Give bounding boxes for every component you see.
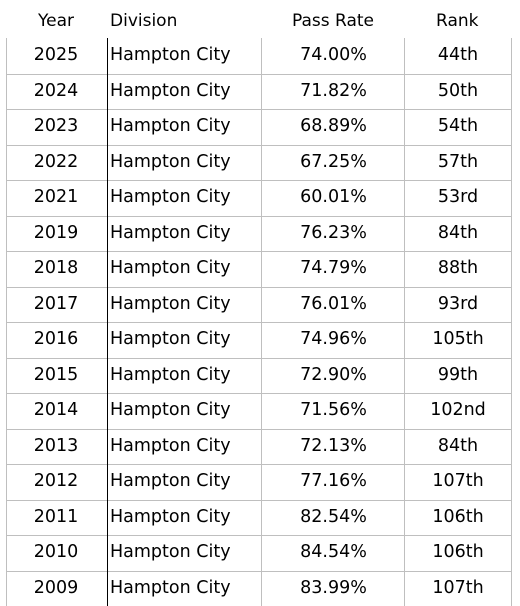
cell-year: 2010 — [6, 535, 106, 571]
cell-pass-rate: 68.89% — [262, 109, 405, 145]
header-division: Division — [110, 10, 177, 32]
cell-division: Hampton City — [110, 500, 260, 536]
cell-division: Hampton City — [110, 393, 260, 429]
cell-year: 2012 — [6, 464, 106, 500]
cell-year: 2024 — [6, 74, 106, 110]
cell-division: Hampton City — [110, 464, 260, 500]
cell-pass-rate: 72.90% — [262, 358, 405, 394]
header-pass-rate: Pass Rate — [292, 10, 374, 32]
cell-pass-rate: 82.54% — [262, 500, 405, 536]
column-divider-pass-rank — [404, 38, 405, 606]
table-header: Year Division Pass Rate Rank — [0, 0, 520, 38]
cell-rank: 107th — [405, 571, 511, 606]
cell-year: 2022 — [6, 145, 106, 181]
cell-pass-rate: 60.01% — [262, 180, 405, 216]
cell-division: Hampton City — [110, 216, 260, 252]
cell-division: Hampton City — [110, 322, 260, 358]
cell-pass-rate: 74.96% — [262, 322, 405, 358]
cell-rank: 106th — [405, 535, 511, 571]
cell-division: Hampton City — [110, 429, 260, 465]
cell-division: Hampton City — [110, 180, 260, 216]
cell-pass-rate: 74.00% — [262, 38, 405, 74]
cell-pass-rate: 77.16% — [262, 464, 405, 500]
cell-year: 2023 — [6, 109, 106, 145]
cell-rank: 84th — [405, 429, 511, 465]
cell-rank: 93rd — [405, 287, 511, 323]
cell-rank: 106th — [405, 500, 511, 536]
cell-year: 2016 — [6, 322, 106, 358]
cell-pass-rate: 76.01% — [262, 287, 405, 323]
cell-pass-rate: 74.79% — [262, 251, 405, 287]
table-right-border — [511, 38, 512, 606]
cell-year: 2017 — [6, 287, 106, 323]
column-divider-year-division — [107, 38, 108, 606]
cell-division: Hampton City — [110, 358, 260, 394]
cell-rank: 57th — [405, 145, 511, 181]
cell-year: 2025 — [6, 38, 106, 74]
cell-year: 2018 — [6, 251, 106, 287]
cell-rank: 54th — [405, 109, 511, 145]
cell-year: 2015 — [6, 358, 106, 394]
cell-division: Hampton City — [110, 145, 260, 181]
cell-pass-rate: 83.99% — [262, 571, 405, 606]
cell-division: Hampton City — [110, 109, 260, 145]
cell-rank: 88th — [405, 251, 511, 287]
cell-year: 2009 — [6, 571, 106, 606]
cell-year: 2019 — [6, 216, 106, 252]
cell-division: Hampton City — [110, 251, 260, 287]
header-rank: Rank — [436, 10, 478, 32]
cell-rank: 107th — [405, 464, 511, 500]
cell-rank: 84th — [405, 216, 511, 252]
cell-division: Hampton City — [110, 74, 260, 110]
cell-division: Hampton City — [110, 535, 260, 571]
cell-year: 2011 — [6, 500, 106, 536]
cell-year: 2014 — [6, 393, 106, 429]
cell-rank: 102nd — [405, 393, 511, 429]
cell-division: Hampton City — [110, 38, 260, 74]
column-divider-division-pass — [261, 38, 262, 606]
cell-rank: 105th — [405, 322, 511, 358]
cell-division: Hampton City — [110, 287, 260, 323]
cell-rank: 50th — [405, 74, 511, 110]
cell-division: Hampton City — [110, 571, 260, 606]
cell-pass-rate: 84.54% — [262, 535, 405, 571]
cell-pass-rate: 76.23% — [262, 216, 405, 252]
cell-rank: 53rd — [405, 180, 511, 216]
table-left-border — [6, 38, 7, 606]
cell-rank: 44th — [405, 38, 511, 74]
cell-year: 2013 — [6, 429, 106, 465]
cell-pass-rate: 72.13% — [262, 429, 405, 465]
cell-pass-rate: 71.82% — [262, 74, 405, 110]
cell-pass-rate: 67.25% — [262, 145, 405, 181]
header-year: Year — [38, 10, 74, 32]
cell-year: 2021 — [6, 180, 106, 216]
cell-pass-rate: 71.56% — [262, 393, 405, 429]
cell-rank: 99th — [405, 358, 511, 394]
